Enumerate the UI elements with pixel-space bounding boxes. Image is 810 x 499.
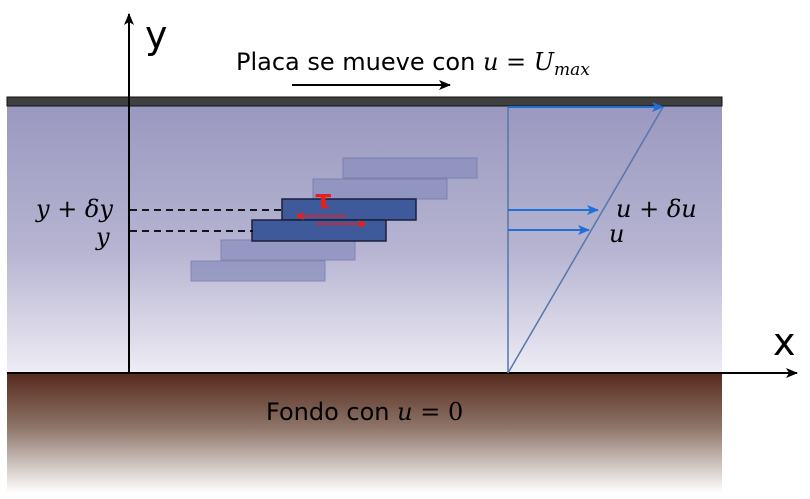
- ground-region: [7, 373, 722, 493]
- velocity-upper-label: u + δu: [616, 195, 697, 223]
- tau-label: τ: [315, 185, 332, 215]
- fluid-layer-lower: [251, 219, 387, 242]
- fluid-layer-faded: [190, 260, 326, 282]
- fluid-layer-faded: [312, 178, 448, 200]
- velocity-profile-line: [507, 106, 664, 374]
- velocity-lower-label: u: [609, 220, 624, 248]
- fluid-layer-upper: [281, 198, 417, 221]
- fluid-layer-faded: [220, 239, 356, 261]
- x-axis-label: x: [773, 320, 796, 364]
- plate-label: Placa se mueve con u = Umax: [236, 48, 590, 80]
- y-label: y: [95, 223, 110, 251]
- bottom-label: Fondo con u = 0: [266, 398, 463, 426]
- moving-plate: [6, 96, 723, 107]
- y-axis-label: y: [145, 13, 168, 57]
- fluid-layer-faded: [342, 157, 478, 179]
- y-plus-dy-label: y + δy: [35, 195, 113, 223]
